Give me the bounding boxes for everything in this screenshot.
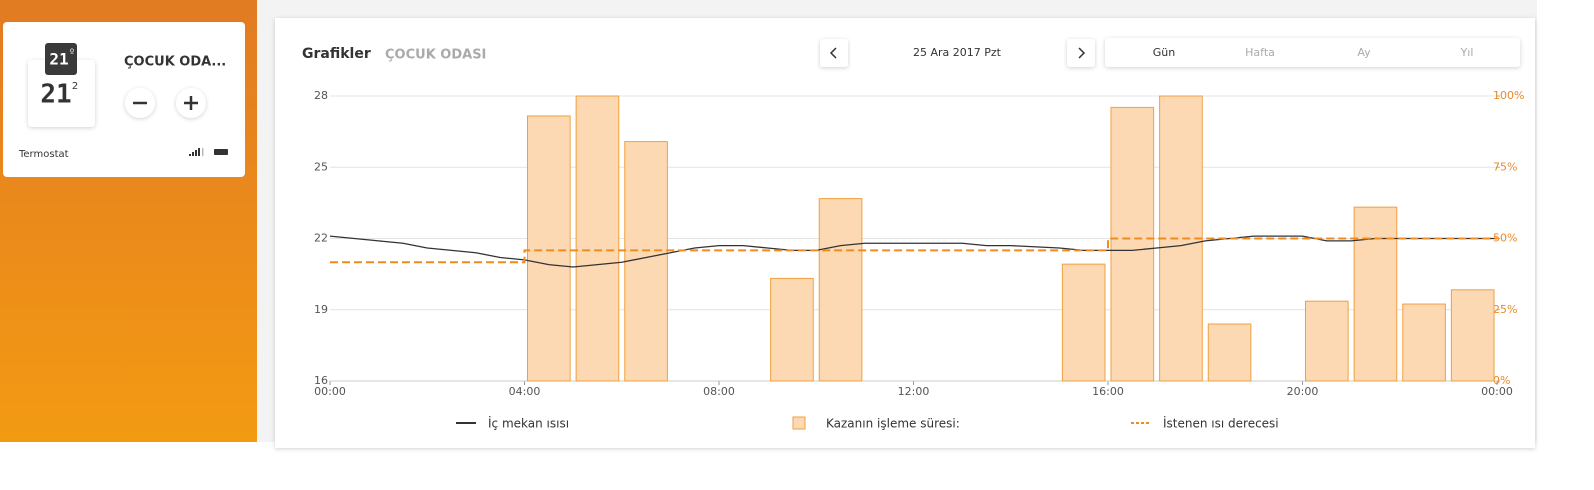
y2-tick-label: 25% [1493, 303, 1517, 316]
bar [1450, 289, 1495, 382]
tab[interactable]: Hafta [1245, 46, 1275, 59]
bar [575, 95, 620, 382]
bar [1110, 106, 1155, 382]
bar [624, 141, 668, 382]
tab[interactable]: Ay [1357, 46, 1371, 59]
bar [1353, 206, 1398, 382]
x-tick-label: 08:00 [703, 385, 735, 398]
x-tick-label: 00:00 [1481, 385, 1513, 398]
legend-label: Kazanın işleme süresi: [826, 417, 960, 431]
setpoint-mark: º [70, 49, 74, 59]
x-tick-label: 16:00 [1092, 385, 1124, 398]
bar [1207, 323, 1252, 382]
header-title: Grafikler [302, 46, 371, 62]
tab-bar [1105, 38, 1520, 67]
bar [1061, 263, 1106, 382]
y-tick-label: 25 [314, 160, 328, 173]
setpoint: 21 [49, 50, 68, 69]
chart-card [275, 18, 1535, 448]
thermostat-icon [28, 60, 95, 127]
minus-button[interactable] [125, 88, 155, 118]
y-tick-label: 16 [314, 374, 328, 387]
plus-button[interactable] [176, 88, 206, 118]
prev-button[interactable] [820, 39, 848, 67]
x-tick-label: 00:00 [314, 385, 346, 398]
x-tick-label: 04:00 [509, 385, 541, 398]
setpoint-badge [45, 43, 77, 75]
temperature-decimal: 2 [72, 81, 78, 92]
x-tick-label: 12:00 [898, 385, 930, 398]
temperature-line [329, 235, 1497, 268]
legend-label: İç mekan ısısı [488, 416, 569, 431]
date-label: 25 Ara 2017 Pzt [913, 46, 1002, 59]
y2-tick-label: 100% [1493, 89, 1524, 102]
battery-icon [214, 149, 228, 155]
signal-icon [189, 148, 204, 156]
bar [818, 198, 863, 382]
device-type: Termostat [18, 149, 69, 160]
header-room: ÇOCUK ODASI [385, 48, 486, 63]
tab[interactable]: Gün [1153, 46, 1175, 59]
tab[interactable]: Yıl [1460, 46, 1474, 59]
y-tick-label: 19 [314, 303, 328, 316]
setpoint-line [330, 237, 1497, 264]
y-tick-label: 28 [314, 89, 328, 102]
y2-tick-label: 75% [1493, 160, 1517, 173]
device-room: ÇOCUK ODA... [124, 55, 226, 70]
y2-tick-label: 50% [1493, 232, 1517, 245]
bar [770, 277, 814, 382]
legend-swatch [792, 416, 806, 430]
temperature: 21 [40, 80, 71, 110]
y-tick-label: 22 [314, 232, 328, 245]
bar [1402, 303, 1446, 382]
bar [527, 115, 571, 382]
legend-label: İstenen ısı derecesi [1163, 416, 1279, 431]
next-button[interactable] [1067, 39, 1095, 67]
x-tick-label: 20:00 [1287, 385, 1319, 398]
bar [1305, 300, 1349, 382]
